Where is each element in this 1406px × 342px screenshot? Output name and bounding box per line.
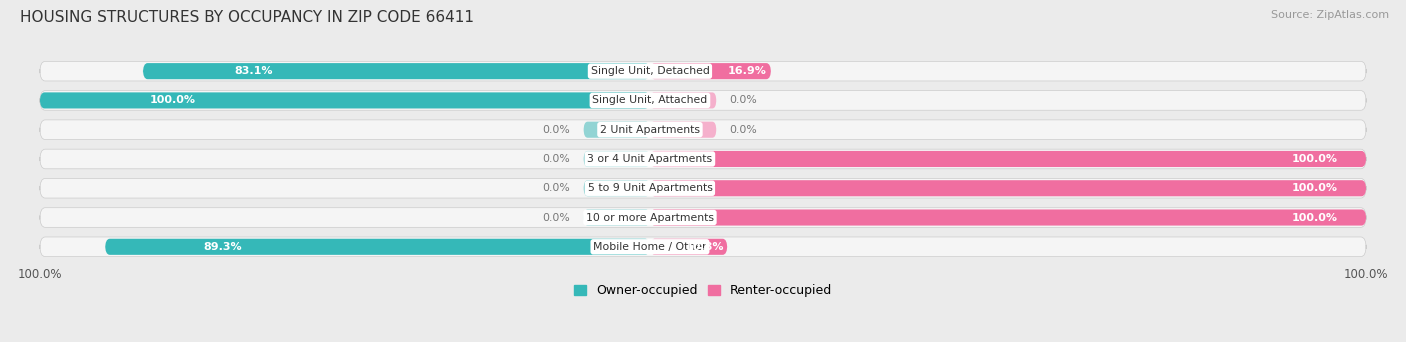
FancyBboxPatch shape	[650, 239, 727, 255]
Text: 89.3%: 89.3%	[204, 242, 242, 252]
Text: 0.0%: 0.0%	[730, 125, 758, 135]
Text: Mobile Home / Other: Mobile Home / Other	[593, 242, 707, 252]
Text: 10.8%: 10.8%	[686, 242, 724, 252]
FancyBboxPatch shape	[39, 92, 650, 108]
Text: HOUSING STRUCTURES BY OCCUPANCY IN ZIP CODE 66411: HOUSING STRUCTURES BY OCCUPANCY IN ZIP C…	[20, 10, 474, 25]
Text: 3 or 4 Unit Apartments: 3 or 4 Unit Apartments	[588, 154, 713, 164]
Text: 100.0%: 100.0%	[1292, 183, 1337, 193]
FancyBboxPatch shape	[143, 63, 650, 79]
FancyBboxPatch shape	[39, 91, 1367, 110]
Text: Single Unit, Attached: Single Unit, Attached	[592, 95, 707, 105]
Text: 0.0%: 0.0%	[543, 183, 571, 193]
Text: 83.1%: 83.1%	[235, 66, 273, 76]
FancyBboxPatch shape	[650, 92, 716, 108]
FancyBboxPatch shape	[650, 180, 1367, 196]
FancyBboxPatch shape	[583, 151, 650, 167]
Text: 0.0%: 0.0%	[543, 154, 571, 164]
FancyBboxPatch shape	[583, 180, 650, 196]
Text: 5 to 9 Unit Apartments: 5 to 9 Unit Apartments	[588, 183, 713, 193]
FancyBboxPatch shape	[39, 208, 1367, 227]
FancyBboxPatch shape	[39, 179, 1367, 198]
FancyBboxPatch shape	[39, 149, 1367, 169]
FancyBboxPatch shape	[650, 209, 1367, 226]
Text: 0.0%: 0.0%	[543, 212, 571, 223]
Text: 100.0%: 100.0%	[1344, 268, 1388, 281]
FancyBboxPatch shape	[650, 122, 716, 138]
Legend: Owner-occupied, Renter-occupied: Owner-occupied, Renter-occupied	[568, 279, 838, 302]
FancyBboxPatch shape	[39, 120, 1367, 140]
FancyBboxPatch shape	[39, 237, 1367, 256]
Text: 2 Unit Apartments: 2 Unit Apartments	[600, 125, 700, 135]
Text: Single Unit, Detached: Single Unit, Detached	[591, 66, 710, 76]
FancyBboxPatch shape	[583, 209, 650, 226]
Text: 100.0%: 100.0%	[149, 95, 195, 105]
Text: 100.0%: 100.0%	[1292, 212, 1337, 223]
FancyBboxPatch shape	[650, 151, 1367, 167]
Text: 100.0%: 100.0%	[1292, 154, 1337, 164]
Text: 10 or more Apartments: 10 or more Apartments	[586, 212, 714, 223]
FancyBboxPatch shape	[583, 122, 650, 138]
Text: Source: ZipAtlas.com: Source: ZipAtlas.com	[1271, 10, 1389, 20]
FancyBboxPatch shape	[105, 239, 650, 255]
Text: 0.0%: 0.0%	[730, 95, 758, 105]
Text: 0.0%: 0.0%	[543, 125, 571, 135]
FancyBboxPatch shape	[39, 61, 1367, 81]
Text: 100.0%: 100.0%	[18, 268, 62, 281]
FancyBboxPatch shape	[650, 63, 770, 79]
Text: 16.9%: 16.9%	[727, 66, 766, 76]
